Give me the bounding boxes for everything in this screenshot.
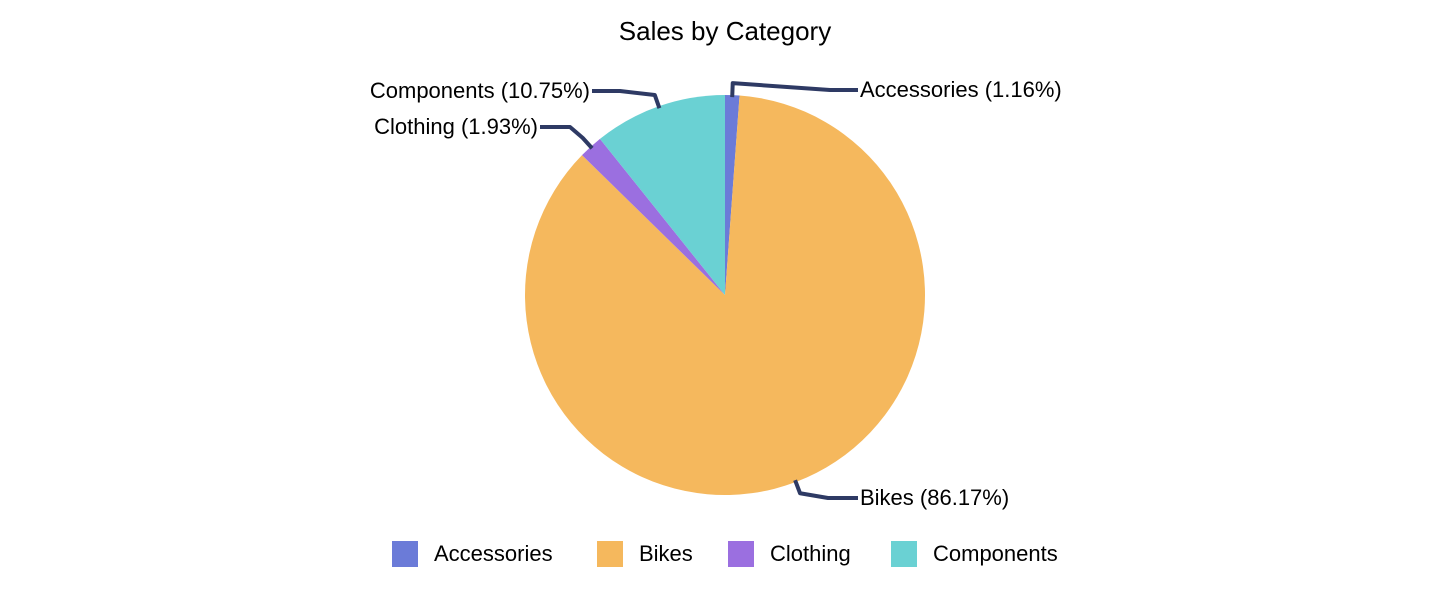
pie-slice — [525, 95, 926, 495]
pie-slice — [581, 138, 725, 295]
leader-line — [730, 81, 858, 98]
legend-label: Components — [933, 541, 1058, 566]
leader-line — [540, 125, 594, 150]
legend-swatch — [891, 541, 917, 567]
data-label: Clothing (1.93%) — [374, 114, 538, 139]
data-label: Accessories (1.16%) — [860, 77, 1062, 102]
chart-title: Sales by Category — [619, 16, 831, 46]
legend-swatch — [392, 541, 418, 567]
legend-swatch — [597, 541, 623, 567]
legend-swatch — [728, 541, 754, 567]
legend-label: Accessories — [434, 541, 553, 566]
data-label: Bikes (86.17%) — [860, 485, 1009, 510]
legend-label: Bikes — [639, 541, 693, 566]
leader-line — [592, 89, 662, 109]
pie-slice — [599, 95, 725, 295]
legend-label: Clothing — [770, 541, 851, 566]
data-label: Components (10.75%) — [370, 78, 590, 103]
leader-line — [793, 479, 858, 500]
pie-slice — [725, 95, 740, 295]
